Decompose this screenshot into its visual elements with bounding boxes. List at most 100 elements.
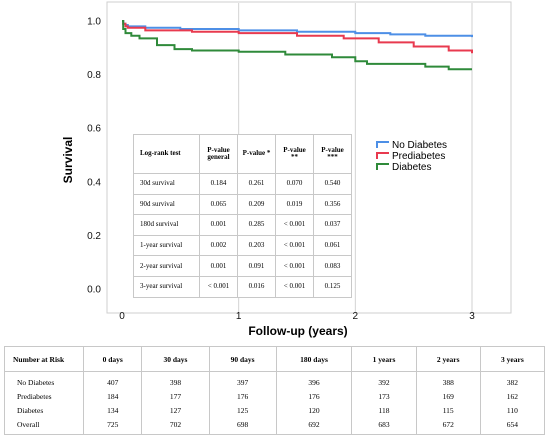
risk-cell: 176 (208, 389, 277, 404)
logrank-cell: 0.184 (199, 173, 238, 195)
logrank-header-row: Log-rank test P-value general P-value * … (133, 134, 352, 174)
y-tick-label: 0.6 (87, 124, 101, 135)
risk-cell: Diabetes (4, 403, 84, 418)
series-line-prediabetes (122, 20, 473, 54)
x-tick-label: 2 (353, 311, 359, 322)
survival-curves (122, 20, 473, 71)
logrank-header-cell: P-value general (199, 134, 238, 174)
logrank-row: 180d survival 0.001 0.285 < 0.001 0.037 (133, 214, 352, 236)
risk-header-cell: 90 days (208, 346, 277, 372)
logrank-cell: 0.070 (275, 173, 314, 195)
logrank-cell: 0.285 (237, 214, 276, 236)
risk-cell: 654 (479, 417, 546, 435)
risk-cell: 127 (141, 403, 210, 418)
logrank-cell: < 0.001 (199, 275, 238, 298)
risk-cell: 392 (351, 371, 417, 390)
logrank-row: 30d survival 0.184 0.261 0.070 0.540 (133, 173, 352, 195)
legend-swatch (376, 152, 389, 159)
logrank-cell: 0.261 (237, 173, 276, 195)
risk-cell: 702 (141, 417, 210, 435)
logrank-cell: 3-year survival (133, 275, 200, 298)
logrank-cell: < 0.001 (275, 214, 314, 236)
logrank-cell: 0.001 (199, 214, 238, 236)
risk-cell: 118 (351, 403, 417, 418)
y-tick-label: 1.0 (87, 17, 101, 28)
legend-label: Prediabetes (392, 151, 445, 162)
logrank-cell: 1-year survival (133, 234, 200, 257)
logrank-cell: 0.001 (199, 255, 238, 277)
logrank-cell: 30d survival (133, 173, 200, 195)
logrank-cell: 0.037 (313, 214, 352, 236)
x-tick-label: 0 (119, 311, 125, 322)
logrank-cell: 0.061 (313, 234, 352, 257)
y-axis: 0.0 0.2 0.4 0.6 0.8 1.0 (87, 17, 101, 296)
series-line-diabetes (122, 20, 472, 71)
logrank-row: 1-year survival 0.002 0.203 < 0.001 0.06… (133, 234, 352, 257)
legend-label: No Diabetes (392, 140, 447, 151)
number-at-risk-table: Number at Risk 0 days 30 days 90 days 18… (4, 346, 546, 435)
x-axis: 0 1 2 3 (119, 311, 475, 322)
logrank-row: 90d survival 0.065 0.209 0.019 0.356 (133, 193, 352, 216)
risk-cell: 698 (208, 417, 277, 435)
logrank-cell: 0.125 (313, 275, 352, 298)
legend-swatch (376, 141, 389, 148)
risk-cell: 725 (82, 417, 143, 435)
risk-cell: 692 (275, 417, 353, 435)
logrank-cell: 0.019 (275, 193, 314, 216)
logrank-cell: 90d survival (133, 193, 200, 216)
legend-label: Diabetes (392, 162, 431, 173)
risk-cell: 672 (415, 417, 481, 435)
logrank-cell: < 0.001 (275, 255, 314, 277)
y-tick-label: 0.4 (87, 177, 101, 188)
risk-header-row: Number at Risk 0 days 30 days 90 days 18… (4, 346, 546, 372)
logrank-header-cell: P-value * (237, 134, 276, 174)
risk-row: No Diabetes 407 398 397 396 392 388 382 (4, 371, 546, 390)
logrank-row: 3-year survival < 0.001 0.016 < 0.001 0.… (133, 275, 352, 298)
risk-cell: 176 (275, 389, 353, 404)
y-tick-label: 0.2 (87, 231, 101, 242)
risk-cell: 173 (351, 389, 417, 404)
risk-header-cell: 1 years (351, 346, 417, 372)
logrank-cell: 0.083 (313, 255, 352, 277)
risk-cell: 110 (479, 403, 546, 418)
logrank-header-cell: P-value *** (313, 134, 352, 174)
risk-cell: 169 (415, 389, 481, 404)
logrank-cell: < 0.001 (275, 234, 314, 257)
risk-cell: 683 (351, 417, 417, 435)
risk-cell: 177 (141, 389, 210, 404)
risk-header-cell: 180 days (275, 346, 353, 372)
risk-row: Diabetes 134 127 125 120 118 115 110 (4, 403, 546, 418)
logrank-cell: < 0.001 (275, 275, 314, 298)
risk-cell: 134 (82, 403, 143, 418)
logrank-cell: 0.091 (237, 255, 276, 277)
logrank-cell: 0.203 (237, 234, 276, 257)
risk-header-cell: 3 years (479, 346, 546, 372)
x-tick-label: 1 (236, 311, 242, 322)
risk-row: Prediabetes 184 177 176 176 173 169 162 (4, 389, 546, 404)
risk-cell: No Diabetes (4, 371, 84, 390)
risk-cell: 120 (275, 403, 353, 418)
risk-header-cell: Number at Risk (4, 346, 84, 372)
risk-cell: Overall (4, 417, 84, 435)
risk-cell: 184 (82, 389, 143, 404)
logrank-cell: 0.065 (199, 193, 238, 216)
x-axis-title: Follow-up (years) (248, 324, 347, 338)
risk-cell: 382 (479, 371, 546, 390)
risk-cell: 397 (208, 371, 277, 390)
risk-cell: Prediabetes (4, 389, 84, 404)
y-axis-title: Survival (61, 137, 75, 184)
logrank-cell: 0.356 (313, 193, 352, 216)
x-tick-label: 3 (469, 311, 475, 322)
risk-header-cell: 0 days (82, 346, 143, 372)
logrank-cell: 2-year survival (133, 255, 200, 277)
y-tick-label: 0.8 (87, 70, 101, 81)
logrank-header-cell: P-value ** (275, 134, 314, 174)
risk-cell: 407 (82, 371, 143, 390)
risk-cell: 396 (275, 371, 353, 390)
risk-cell: 388 (415, 371, 481, 390)
logrank-cell: 0.209 (237, 193, 276, 216)
logrank-cell: 180d survival (133, 214, 200, 236)
risk-header-cell: 30 days (141, 346, 210, 372)
logrank-cell: 0.016 (237, 275, 276, 298)
